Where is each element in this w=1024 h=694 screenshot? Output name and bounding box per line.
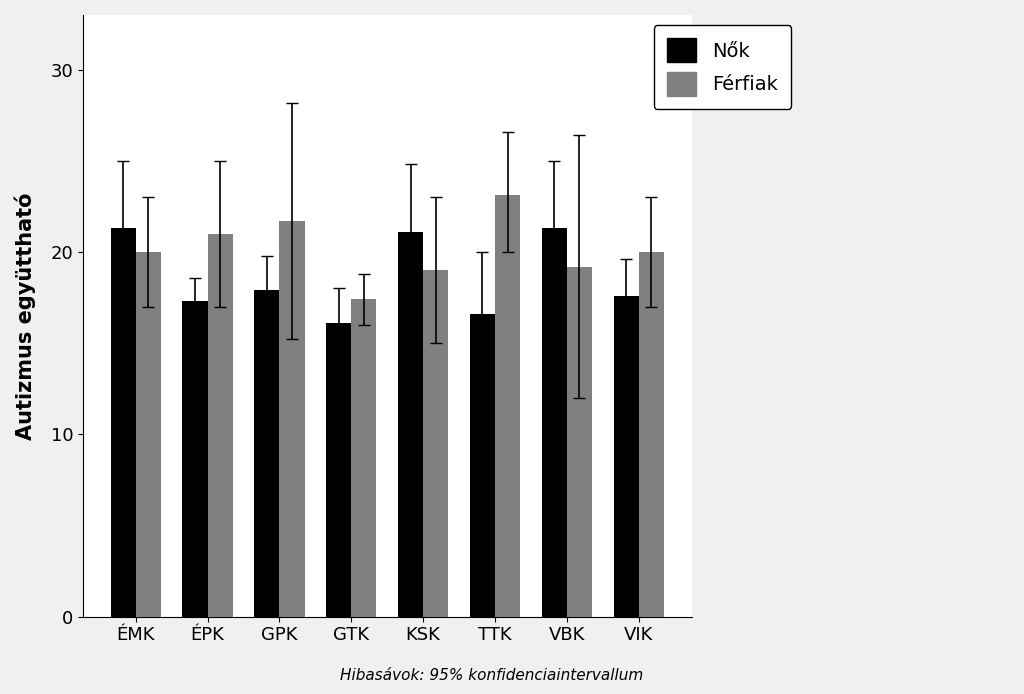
Bar (182, 301, 208, 616)
Legend: Nők, Férfiak: Nők, Férfiak (653, 25, 792, 109)
Bar (111, 228, 136, 616)
Bar (495, 196, 520, 616)
Text: Hibasávok: 95% konfidenciaintervallum: Hibasávok: 95% konfidenciaintervallum (340, 668, 643, 683)
Bar (639, 252, 664, 616)
Bar (423, 270, 449, 616)
Bar (398, 232, 423, 616)
Bar (136, 252, 161, 616)
Y-axis label: Autizmus együttható: Autizmus együttható (15, 192, 37, 439)
Bar (254, 290, 280, 616)
Bar (351, 299, 377, 616)
Bar (567, 266, 592, 616)
Bar (208, 234, 232, 616)
Bar (613, 296, 639, 616)
Bar (542, 228, 567, 616)
Bar (470, 314, 495, 616)
Bar (326, 323, 351, 616)
Bar (280, 221, 304, 616)
